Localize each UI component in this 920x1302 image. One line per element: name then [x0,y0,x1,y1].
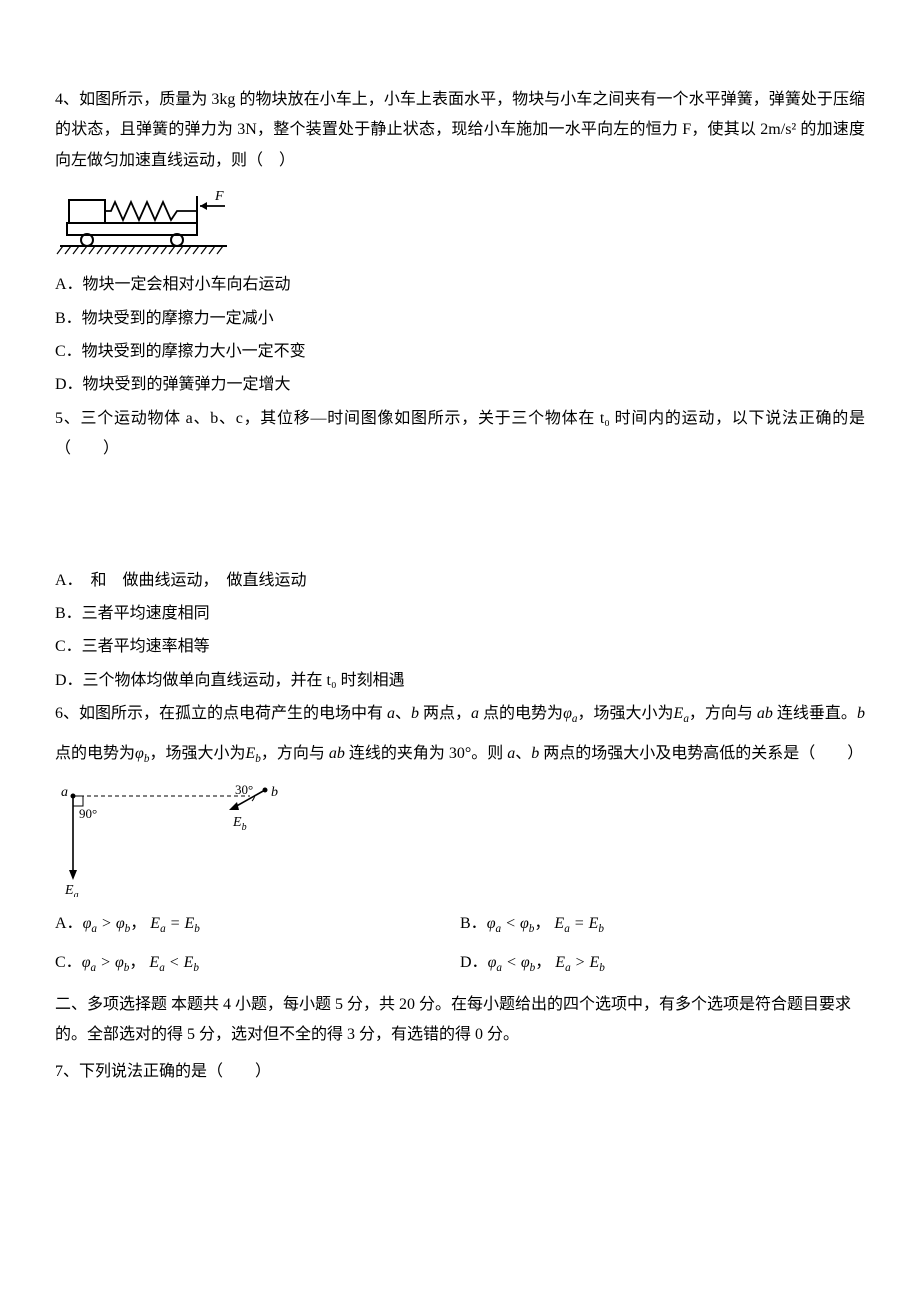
q6-option-a: A．φa > φb， Ea = Eb [55,909,460,940]
q6-d-mid: ， [535,954,551,971]
q6-s11: 两点的场强大小及电势高低的关系是（ ） [539,745,863,762]
q6-b-f1: φa < φb [487,915,535,932]
q6-a-mid: ， [130,915,146,932]
q6-Ea: Ea [674,705,689,722]
q6-d-pre: D． [460,954,488,971]
q6-s1: 6、如图所示，在孤立的点电荷产生的电场中有 [55,705,387,722]
q6-fig-label-Eb: Eb [232,815,247,833]
q6-phia: φa [563,705,577,722]
q6-ab: ab [757,705,773,722]
svg-text:F: F [214,189,224,204]
q6-stem: 6、如图所示，在孤立的点电荷产生的电场中有 a、b 两点，a 点的电势为φa，场… [55,699,865,730]
section2-header: 二、多项选择题 本题共 4 小题，每小题 5 分，共 20 分。在每小题给出的四… [55,990,865,1051]
q6-Eb: Eb [245,745,260,762]
q6-options-row-1: A．φa > φb， Ea = Eb B．φa < φb， Ea = Eb [55,909,865,940]
q6-c-pre: C． [55,954,82,971]
q6-c-f2: Ea < Eb [149,954,199,971]
q4-figure: F [55,188,865,258]
q5-option-b: B．三者平均速度相同 [55,599,865,629]
q6-s3: 点的电势为 [479,705,563,722]
q6-fig-label-30: 30° [235,782,253,797]
q6-diagram-svg: a b Ea 90° Eb 30° [55,782,285,897]
q6-a-f1: φa > φb [83,915,131,932]
q6-b-f2: Ea = Eb [554,915,604,932]
q6-b-pre: B． [460,915,487,932]
q6-figure: a b Ea 90° Eb 30° [55,782,865,897]
q6-phib: φb [135,745,149,762]
q6-s7: 点的电势为 [55,745,135,762]
q6-a: a [387,705,395,722]
q4-option-c: C．物块受到的摩擦力大小一定不变 [55,337,865,367]
q6-fig-label-b: b [271,785,278,800]
q6-ab2: ab [329,745,345,762]
q6-s8: ，场强大小为 [149,745,245,762]
q7-stem: 7、下列说法正确的是（ ） [55,1057,865,1087]
q6-d-f1: φa < φb [488,954,536,971]
q6-s10: 连线的夹角为 30°。则 [345,745,507,762]
q5-option-c: C．三者平均速率相等 [55,632,865,662]
q6-s5: ，方向与 [689,705,757,722]
q6-s2: 两点， [419,705,471,722]
q6-option-c: C．φa > φb， Ea < Eb [55,948,460,979]
q6-options-row-2: C．φa > φb， Ea < Eb D．φa < φb， Ea > Eb [55,948,865,979]
q4-stem: 4、如图所示，质量为 3kg 的物块放在小车上，小车上表面水平，物块与小车之间夹… [55,85,865,176]
q6-s4: ，场强大小为 [578,705,674,722]
q6-s9: ，方向与 [261,745,329,762]
q6-option-b: B．φa < φb， Ea = Eb [460,909,865,940]
q5-figure-placeholder [55,473,865,563]
q6-s6: 连线垂直。 [773,705,857,722]
q6-c-f1: φa > φb [82,954,130,971]
q6-a-pre: A． [55,915,83,932]
q6-fig-label-Ea: Ea [64,883,79,897]
q6-option-d: D．φa < φb， Ea > Eb [460,948,865,979]
q6-b2: b [857,705,865,722]
q6-stem-2: 点的电势为φb，场强大小为Eb，方向与 ab 连线的夹角为 30°。则 a、b … [55,739,865,770]
q6-c-mid: ， [129,954,145,971]
q6-a3: a [507,745,515,762]
q6-fig-label-a: a [61,785,68,800]
q6-b: b [411,705,419,722]
q4-option-d: D．物块受到的弹簧弹力一定增大 [55,370,865,400]
q4-option-a: A．物块一定会相对小车向右运动 [55,270,865,300]
q4-diagram-svg: F [55,188,230,258]
q5-stem: 5、三个运动物体 a、b、c，其位移—时间图像如图所示，关于三个物体在 t₀ 时… [55,404,865,465]
q6-a2: a [471,705,479,722]
q5-option-d: D．三个物体均做单向直线运动，并在 t₀ 时刻相遇 [55,666,865,696]
q5-option-a: A． 和 做曲线运动， 做直线运动 [55,566,865,596]
q4-option-b: B．物块受到的摩擦力一定减小 [55,304,865,334]
q6-b-mid: ， [534,915,550,932]
q6-fig-label-90: 90° [79,806,97,821]
q6-a-f2: Ea = Eb [150,915,200,932]
q6-d-f2: Ea > Eb [555,954,605,971]
